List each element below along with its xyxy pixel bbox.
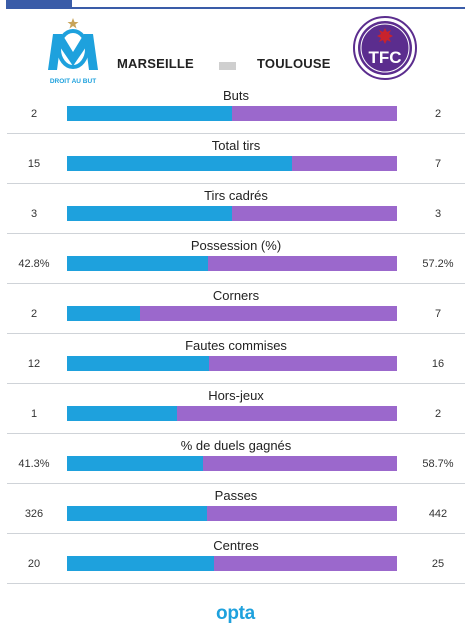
- marseille-logo-icon: DROIT AU BUT: [48, 18, 98, 85]
- stat-home-value: 12: [27, 358, 41, 370]
- toulouse-logo-text: TFC: [368, 48, 401, 67]
- stat-bar: [67, 306, 397, 321]
- stat-label: Fautes commises: [185, 338, 287, 353]
- stat-bar-away: [140, 306, 397, 321]
- stat-bar: [67, 506, 397, 521]
- stat-bar-away: [232, 106, 397, 121]
- stat-bar: [67, 206, 397, 221]
- stat-bar-away: [176, 406, 397, 421]
- stat-label: Hors-jeux: [208, 388, 264, 403]
- stat-away-value: 2: [434, 408, 442, 420]
- stat-bar: [67, 106, 397, 121]
- stat-row: Centres 20 25: [7, 534, 465, 584]
- stat-row: Buts 2 2: [7, 84, 465, 134]
- stat-away-value: 7: [434, 158, 442, 170]
- stat-home-value: 2: [30, 108, 38, 120]
- stat-bar-home: [67, 456, 204, 471]
- stat-row: Possession (%) 42.8% 57.2%: [7, 234, 465, 284]
- stat-bar-home: [67, 156, 293, 171]
- stat-away-value: 2: [434, 108, 442, 120]
- stat-away-value: 58.7%: [422, 458, 454, 470]
- stat-row: % de duels gagnés 41.3% 58.7%: [7, 434, 465, 484]
- stat-home-value: 2: [30, 308, 38, 320]
- stat-away-value: 442: [428, 508, 448, 520]
- stat-row: Fautes commises 12 16: [7, 334, 465, 384]
- stat-away-value: 3: [434, 208, 442, 220]
- stat-bar-home: [67, 506, 207, 521]
- stat-home-value: 42.8%: [18, 258, 50, 270]
- stat-away-value: 16: [431, 358, 445, 370]
- stat-bar: [67, 456, 397, 471]
- stat-row: Tirs cadrés 3 3: [7, 184, 465, 234]
- stat-away-value: 57.2%: [422, 258, 454, 270]
- stat-bar-home: [67, 206, 232, 221]
- stat-bar-away: [208, 356, 397, 371]
- stat-bar: [67, 556, 397, 571]
- stat-bar: [67, 406, 397, 421]
- stat-label: Possession (%): [190, 238, 282, 253]
- stat-bar-away: [206, 506, 397, 521]
- opta-logo: opta: [216, 603, 255, 624]
- home-team-name: MARSEILLE: [117, 56, 194, 71]
- stat-label: Total tirs: [211, 138, 261, 153]
- stat-bar: [67, 356, 397, 371]
- stat-home-value: 41.3%: [18, 458, 50, 470]
- stat-bar-home: [67, 406, 177, 421]
- toulouse-logo-icon: TFC: [353, 16, 417, 80]
- stat-row: Total tirs 15 7: [7, 134, 465, 184]
- stat-row: Hors-jeux 1 2: [7, 384, 465, 434]
- stat-bar: [67, 156, 397, 171]
- stat-bar-home: [67, 106, 232, 121]
- stat-home-value: 326: [24, 508, 44, 520]
- stat-row: Corners 2 7: [7, 284, 465, 334]
- stat-bar-away: [213, 556, 397, 571]
- stat-away-value: 7: [434, 308, 442, 320]
- stat-home-value: 1: [30, 408, 38, 420]
- match-header: DROIT AU BUT MARSEILLE TOULOUSE TFC: [0, 10, 471, 88]
- stat-bar-away: [203, 456, 397, 471]
- stat-label: Buts: [222, 88, 249, 103]
- stat-home-value: 3: [30, 208, 38, 220]
- stat-bar-home: [67, 256, 209, 271]
- stat-label: Tirs cadrés: [204, 188, 268, 203]
- marseille-logo-text: DROIT AU BUT: [50, 78, 96, 85]
- stat-bar-home: [67, 556, 214, 571]
- stats-table: Buts 2 2 Total tirs 15 7 Tirs cadrés 3 3 Possessi…: [7, 84, 465, 584]
- team-separator: [219, 62, 236, 70]
- stat-bar-away: [232, 206, 397, 221]
- stat-label: Passes: [214, 488, 258, 503]
- stat-bar-home: [67, 356, 209, 371]
- stat-bar-away: [292, 156, 397, 171]
- stat-bar-home: [67, 306, 141, 321]
- stat-home-value: 20: [27, 558, 41, 570]
- stat-bar-away: [208, 256, 397, 271]
- top-accent-tab: [6, 0, 72, 7]
- stat-away-value: 25: [431, 558, 445, 570]
- stat-label: Corners: [212, 288, 260, 303]
- away-team-name: TOULOUSE: [257, 56, 331, 71]
- stat-row: Passes 326 442: [7, 484, 465, 534]
- top-accent-line: [6, 7, 465, 9]
- stat-label: % de duels gagnés: [180, 438, 292, 453]
- stat-home-value: 15: [27, 158, 41, 170]
- stat-label: Centres: [213, 538, 259, 553]
- stat-bar: [67, 256, 397, 271]
